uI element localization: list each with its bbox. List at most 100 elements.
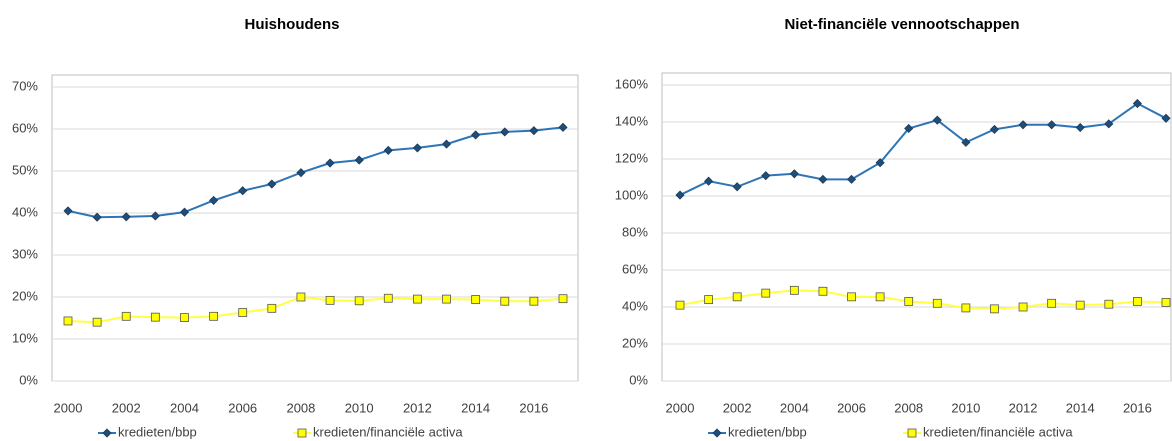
legend-label: kredieten/financiële activa <box>313 424 463 439</box>
series-line <box>679 289 1167 310</box>
x-tick-label: 2006 <box>837 400 866 415</box>
marker <box>412 143 422 153</box>
legend-label: kredieten/bbp <box>728 424 807 439</box>
marker <box>238 186 248 196</box>
marker <box>325 295 335 305</box>
marker <box>761 171 771 181</box>
marker <box>818 174 828 184</box>
plot-area <box>51 74 579 382</box>
x-tick-label: 2010 <box>345 400 374 415</box>
x-tick-label: 2014 <box>1066 400 1095 415</box>
marker <box>907 428 917 438</box>
marker <box>789 285 799 295</box>
marker <box>102 428 112 438</box>
marker <box>675 190 685 200</box>
series-line <box>679 102 1167 196</box>
y-tick-label: 160% <box>615 76 649 91</box>
x-tick-label: 2008 <box>286 400 315 415</box>
marker <box>818 286 828 296</box>
marker <box>1104 119 1114 129</box>
marker <box>325 158 335 168</box>
y-tick-label: 40% <box>622 298 648 313</box>
marker <box>267 303 277 313</box>
marker <box>904 123 914 134</box>
marker <box>296 292 306 302</box>
marker <box>961 303 971 313</box>
marker <box>675 300 685 310</box>
marker <box>1018 302 1028 312</box>
legend-label: kredieten/bbp <box>118 424 197 439</box>
marker <box>1161 297 1171 307</box>
marker <box>500 296 510 306</box>
x-tick-label: 2016 <box>1123 400 1152 415</box>
y-tick-label: 0% <box>629 372 648 387</box>
marker <box>704 295 713 305</box>
y-tick-label: 140% <box>615 113 649 128</box>
marker <box>761 288 771 298</box>
marker <box>209 195 219 205</box>
marker <box>179 207 190 217</box>
x-tick-label: 2002 <box>112 400 141 415</box>
marker <box>471 130 481 140</box>
y-tick-label: 100% <box>615 187 649 202</box>
marker <box>441 139 452 149</box>
marker <box>1133 297 1142 306</box>
x-tick-label: 2004 <box>170 400 199 415</box>
chart-title: Huishoudens <box>244 16 339 33</box>
marker <box>354 296 364 306</box>
marker <box>1104 299 1114 309</box>
marker <box>180 313 189 322</box>
x-tick-label: 2000 <box>54 400 83 415</box>
x-tick-label: 2000 <box>666 400 695 415</box>
marker <box>1161 113 1171 123</box>
y-tick-label: 50% <box>12 162 38 177</box>
marker <box>789 169 799 179</box>
marker <box>1075 300 1085 310</box>
y-tick-label: 80% <box>622 224 648 239</box>
marker <box>989 124 1000 134</box>
marker <box>990 304 999 314</box>
marker <box>442 294 451 304</box>
marker <box>267 179 277 189</box>
marker <box>704 176 714 186</box>
marker <box>1132 98 1142 109</box>
x-tick-label: 2004 <box>780 400 809 415</box>
marker <box>847 292 856 302</box>
y-tick-label: 70% <box>12 78 38 93</box>
x-tick-label: 2014 <box>461 400 490 415</box>
marker <box>712 428 722 438</box>
marker <box>63 206 73 216</box>
marker <box>150 211 160 221</box>
marker <box>121 212 131 222</box>
x-tick-label: 2006 <box>228 400 257 415</box>
marker <box>932 298 942 308</box>
legend-label: kredieten/financiële activa <box>923 424 1073 439</box>
marker <box>1047 298 1057 308</box>
y-tick-label: 20% <box>12 288 38 303</box>
marker <box>1018 120 1028 130</box>
y-tick-label: 40% <box>12 204 38 219</box>
marker <box>875 292 885 302</box>
marker <box>296 168 306 178</box>
marker <box>1047 120 1057 130</box>
marker <box>529 126 539 136</box>
x-tick-label: 2002 <box>723 400 752 415</box>
marker <box>732 292 742 302</box>
marker <box>383 145 393 155</box>
marker <box>846 174 857 184</box>
marker <box>961 137 971 147</box>
x-tick-label: 2012 <box>403 400 432 415</box>
marker <box>209 311 218 321</box>
chart-title: Niet-financiële vennootschappen <box>784 16 1019 33</box>
marker <box>63 316 73 326</box>
y-tick-label: 10% <box>12 330 38 345</box>
y-tick-label: 120% <box>615 150 649 165</box>
series-line <box>67 126 564 219</box>
y-tick-label: 60% <box>12 120 38 135</box>
y-tick-label: 0% <box>19 372 38 387</box>
x-tick-label: 2012 <box>1009 400 1038 415</box>
series-line <box>67 295 564 324</box>
marker <box>558 294 568 304</box>
marker <box>92 212 102 222</box>
